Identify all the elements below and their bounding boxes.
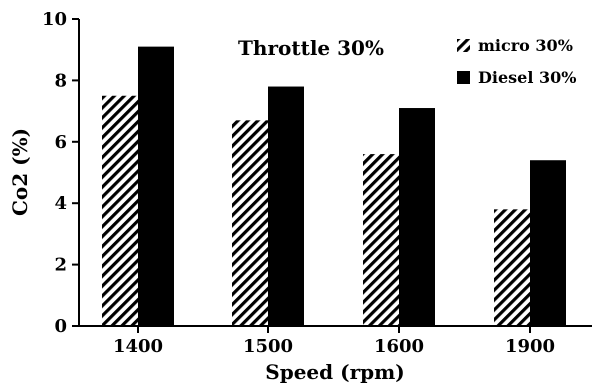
- y-axis-label: Co2 (%): [8, 128, 32, 216]
- x-axis-label: Speed (rpm): [265, 360, 404, 384]
- y-tick-label: 10: [42, 9, 67, 30]
- x-tick-label: 1900: [505, 336, 555, 357]
- x-tick-label: 1600: [374, 336, 424, 357]
- bar-diesel-1500: [268, 86, 304, 326]
- bar-diesel-1900: [530, 160, 566, 326]
- bar-diesel-1600: [399, 108, 435, 326]
- legend-label-diesel: Diesel 30%: [478, 68, 576, 87]
- bars-layer: [102, 46, 566, 326]
- legend-label-micro: micro 30%: [478, 36, 573, 55]
- x-ticks: 1400 1500 1600 1900: [113, 326, 555, 357]
- legend-swatch-diesel: [457, 71, 470, 84]
- bar-micro-1900: [494, 209, 530, 326]
- y-ticks: 0 2 4 6 8 10: [42, 9, 79, 337]
- chart-title: Throttle 30%: [238, 36, 384, 60]
- y-tick-label: 4: [54, 193, 67, 214]
- y-tick-label: 0: [54, 316, 67, 337]
- bar-micro-1600: [363, 154, 399, 326]
- bar-micro-1400: [102, 95, 138, 326]
- y-tick-label: 8: [54, 70, 67, 91]
- legend-swatch-micro: [457, 39, 470, 52]
- x-tick-label: 1400: [113, 336, 163, 357]
- bar-diesel-1400: [138, 46, 174, 326]
- legend: micro 30% Diesel 30%: [457, 36, 576, 87]
- y-tick-label: 6: [54, 132, 67, 153]
- y-tick-label: 2: [54, 255, 67, 276]
- bar-micro-1500: [232, 120, 268, 326]
- x-tick-label: 1500: [243, 336, 293, 357]
